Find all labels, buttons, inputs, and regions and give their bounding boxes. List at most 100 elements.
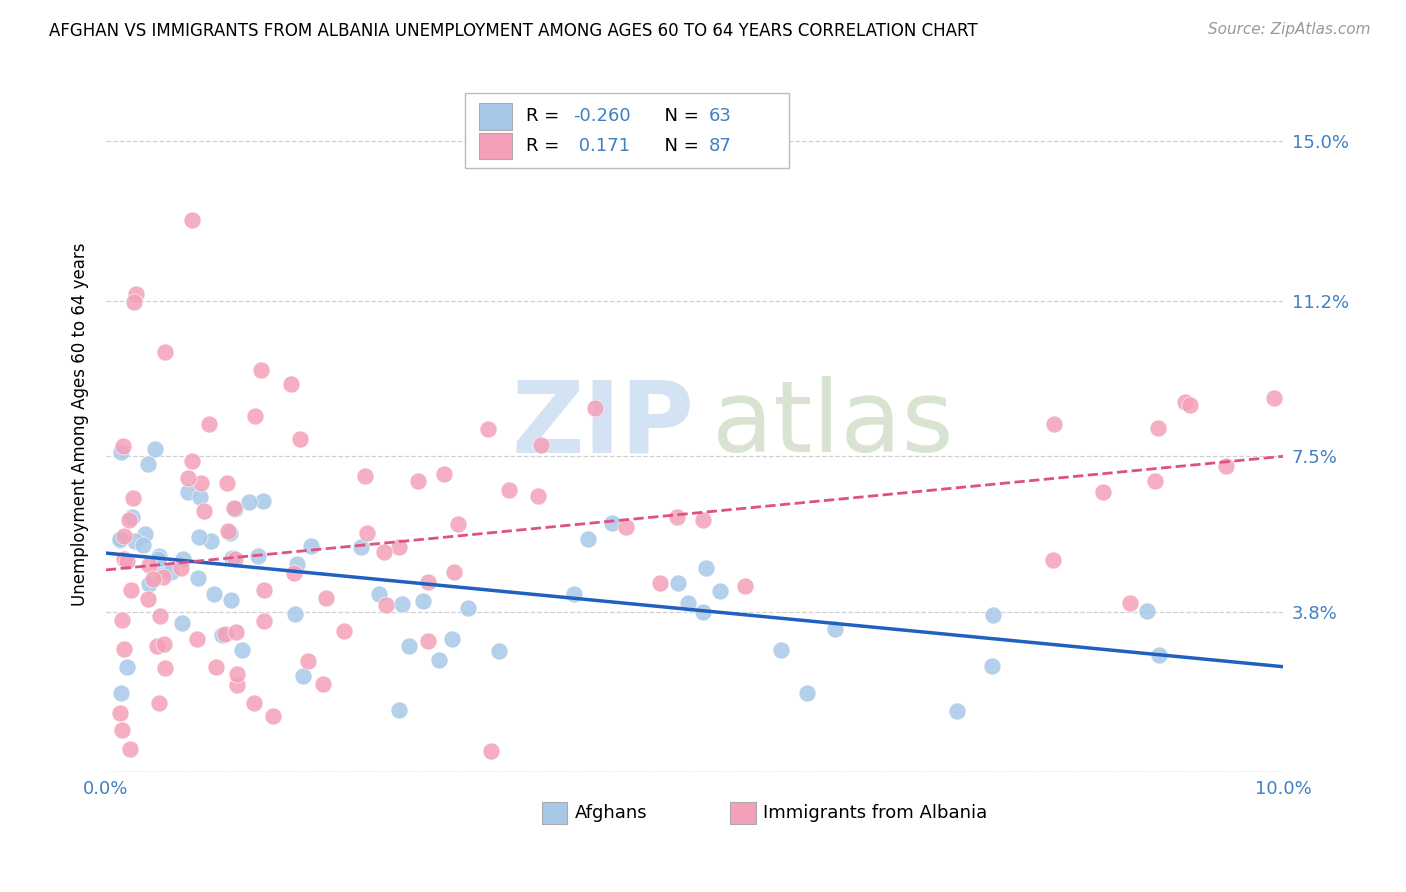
Point	[418, 574, 440, 589]
Point	[124, 287, 146, 301]
Point	[121, 509, 143, 524]
Point	[1147, 420, 1170, 434]
Point	[224, 502, 246, 516]
Point	[391, 597, 413, 611]
Point	[193, 504, 215, 518]
Point	[433, 467, 456, 481]
Point	[202, 587, 225, 601]
Point	[155, 661, 177, 675]
Point	[602, 516, 624, 530]
Point	[1174, 394, 1197, 409]
Point	[150, 564, 173, 578]
Point	[148, 696, 170, 710]
Point	[457, 601, 479, 615]
Text: N =: N =	[654, 107, 704, 126]
Point	[285, 557, 308, 571]
Point	[676, 596, 699, 610]
Point	[734, 579, 756, 593]
Point	[354, 469, 377, 483]
Point	[1119, 596, 1142, 610]
Point	[692, 513, 714, 527]
Point	[297, 655, 319, 669]
Text: 63: 63	[709, 107, 731, 126]
Point	[118, 513, 141, 527]
Point	[225, 625, 247, 640]
Point	[408, 474, 430, 488]
Point	[441, 632, 464, 646]
Point	[981, 659, 1004, 673]
Point	[177, 471, 200, 485]
Text: N =: N =	[654, 137, 704, 155]
Point	[312, 676, 335, 690]
Bar	[465, 93, 789, 168]
Point	[108, 706, 131, 721]
Point	[124, 534, 146, 549]
Y-axis label: Unemployment Among Ages 60 to 64 years: Unemployment Among Ages 60 to 64 years	[72, 243, 89, 607]
Point	[252, 494, 274, 508]
Text: R =: R =	[526, 137, 565, 155]
Point	[170, 616, 193, 631]
Point	[112, 439, 135, 453]
Point	[160, 565, 183, 579]
Text: -0.260: -0.260	[574, 107, 631, 126]
Point	[1180, 398, 1202, 412]
Point	[253, 583, 276, 598]
Point	[181, 212, 204, 227]
Point	[217, 476, 239, 491]
Point	[187, 571, 209, 585]
Point	[479, 744, 502, 758]
Point	[665, 510, 688, 524]
Point	[177, 485, 200, 500]
Point	[188, 530, 211, 544]
Point	[222, 501, 245, 516]
Point	[398, 639, 420, 653]
Point	[112, 529, 135, 543]
Point	[250, 363, 273, 377]
Point	[146, 639, 169, 653]
Point	[418, 634, 440, 648]
Point	[122, 295, 145, 310]
Point	[614, 520, 637, 534]
Point	[1263, 391, 1285, 405]
Point	[226, 677, 249, 691]
Point	[172, 552, 194, 566]
Point	[562, 587, 585, 601]
Point	[142, 572, 165, 586]
Bar	[730, 802, 756, 824]
Point	[427, 653, 450, 667]
Point	[1042, 417, 1064, 431]
Point	[692, 606, 714, 620]
Point	[224, 551, 246, 566]
Point	[108, 533, 131, 547]
Point	[218, 525, 240, 540]
Point	[1092, 485, 1115, 500]
Point	[122, 491, 145, 505]
Point	[1136, 604, 1159, 618]
Point	[356, 525, 378, 540]
Point	[143, 442, 166, 456]
Point	[576, 533, 599, 547]
Point	[197, 417, 219, 431]
Text: ZIP: ZIP	[512, 376, 695, 473]
Point	[292, 669, 315, 683]
Point	[218, 524, 240, 538]
Point	[211, 627, 233, 641]
Point	[796, 686, 818, 700]
Point	[112, 642, 135, 657]
Point	[110, 444, 132, 458]
Point	[170, 561, 193, 575]
Text: Source: ZipAtlas.com: Source: ZipAtlas.com	[1208, 22, 1371, 37]
Point	[120, 742, 142, 756]
Point	[373, 545, 395, 559]
Point	[530, 438, 553, 452]
Point	[111, 723, 134, 738]
Point	[153, 637, 176, 651]
Point	[477, 422, 499, 436]
Point	[1143, 474, 1166, 488]
Text: Afghans: Afghans	[575, 804, 647, 822]
Point	[388, 540, 411, 554]
Point	[412, 594, 434, 608]
Point	[981, 608, 1004, 623]
Point	[153, 344, 176, 359]
Bar	[541, 802, 568, 824]
